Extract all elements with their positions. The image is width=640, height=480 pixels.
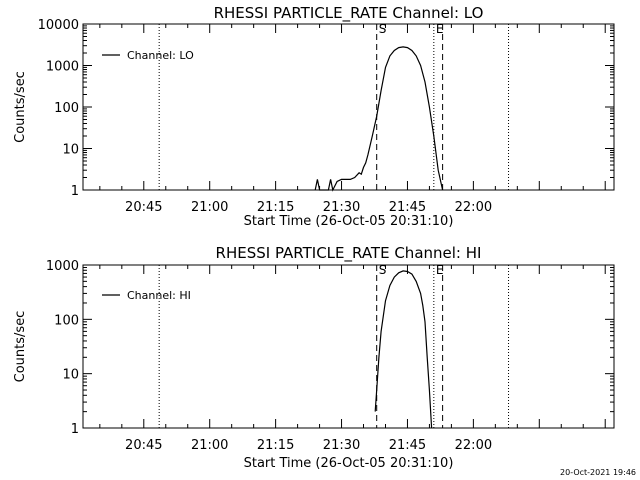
x-tick-label: 21:00 (191, 438, 228, 453)
y-tick-label: 1000 (46, 259, 79, 274)
y-tick-label: 10 (62, 143, 79, 158)
y-axis-label: Counts/sec (13, 71, 28, 143)
chart-title: RHESSI PARTICLE_RATE Channel: HI (216, 244, 482, 263)
event-marker-label: S (379, 22, 387, 36)
y-tick-label: 100 (54, 101, 79, 116)
footer-timestamp: 20-Oct-2021 19:46 (560, 468, 636, 477)
x-tick-label: 21:45 (389, 438, 426, 453)
x-axis-label: Start Time (26-Oct-05 20:31:10) (244, 214, 454, 229)
series-line (374, 270, 433, 429)
legend-label: Channel: LO (127, 49, 194, 62)
y-axis-label: Counts/sec (13, 311, 28, 383)
chart-title: RHESSI PARTICLE_RATE Channel: LO (214, 4, 484, 23)
event-marker-label: E (436, 263, 444, 277)
legend-label: Channel: HI (127, 289, 191, 302)
y-tick-label: 10 (62, 368, 79, 383)
x-tick-label: 21:30 (323, 200, 360, 215)
y-tick-label: 100 (54, 313, 79, 328)
event-marker-label: E (436, 22, 444, 36)
x-tick-label: 21:30 (323, 438, 360, 453)
x-tick-label: 21:15 (257, 200, 294, 215)
y-tick-label: 1000 (46, 60, 79, 75)
y-tick-label: 10000 (38, 18, 79, 33)
plot-frame (82, 264, 615, 429)
x-tick-label: 20:45 (125, 200, 162, 215)
x-tick-label: 22:00 (455, 200, 492, 215)
event-marker-label: S (379, 263, 387, 277)
x-tick-label: 21:00 (191, 200, 228, 215)
x-tick-label: 21:45 (389, 200, 426, 215)
x-axis-label: Start Time (26-Oct-05 20:31:10) (244, 456, 454, 471)
y-tick-label: 1 (71, 422, 79, 437)
x-tick-label: 21:15 (257, 438, 294, 453)
x-tick-label: 22:00 (455, 438, 492, 453)
series-line (314, 46, 444, 192)
y-tick-label: 1 (71, 184, 79, 199)
x-tick-label: 20:45 (125, 438, 162, 453)
